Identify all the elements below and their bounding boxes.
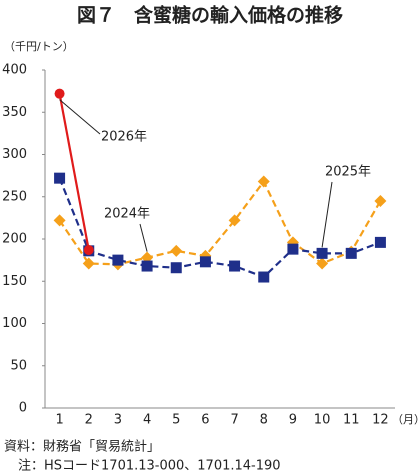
x-tick-label: 11 [343,413,360,428]
y-tick-label: 0 [19,401,27,416]
series-label: 2024年 [104,207,150,222]
point [170,244,183,257]
y-tick-label: 250 [2,189,27,204]
series-label: 2026年 [101,130,147,145]
point [228,214,241,227]
y-tick-label: 400 [2,63,27,78]
point [257,175,270,188]
point [54,88,65,99]
series-line [58,179,382,266]
point [316,257,329,270]
point [316,247,328,259]
y-tick-label: 100 [2,316,27,331]
x-tick-label: 1 [55,413,63,428]
y-tick-label: 200 [2,232,27,247]
point [82,257,95,270]
note: 注：HSコード1701.13-000、1701.14-190 [18,459,281,474]
point [374,194,387,207]
y-tick-label: 50 [10,358,27,373]
source: 資料：財務省「貿易統計」 [4,439,160,455]
leader-line [139,223,148,252]
point [229,260,241,272]
point [170,262,182,274]
x-tick-label: 6 [201,413,209,428]
leader-line [59,99,101,135]
point [141,260,153,272]
point [258,271,270,283]
point [54,172,66,184]
x-tick-label: 2 [85,413,93,428]
x-tick-label: 7 [230,413,238,428]
x-tick-label: 8 [260,413,268,428]
series-line [58,93,90,251]
x-tick-label: 3 [114,413,122,428]
point [374,236,386,248]
x-tick-label: 10 [314,413,331,428]
x-tick-label: 5 [172,413,180,428]
series-line [58,177,381,279]
x-tick-label: 4 [143,413,151,428]
point [199,256,211,268]
y-tick-label: 350 [2,105,27,120]
series-label: 2025年 [325,165,371,180]
point [53,214,66,227]
x-axis-label: （月） [392,413,420,426]
y-axis-label: （千円/トン） [4,40,74,53]
leader-line [321,181,333,248]
point [287,243,299,255]
y-tick-label: 300 [2,147,27,162]
x-tick-label: 12 [372,413,389,428]
y-tick-label: 150 [2,274,27,289]
point [345,247,357,259]
chart-title: 図７ 含蜜糖の輸入価格の推移 [77,4,343,27]
x-tick-label: 9 [289,413,297,428]
point [112,254,124,266]
point [83,244,94,255]
